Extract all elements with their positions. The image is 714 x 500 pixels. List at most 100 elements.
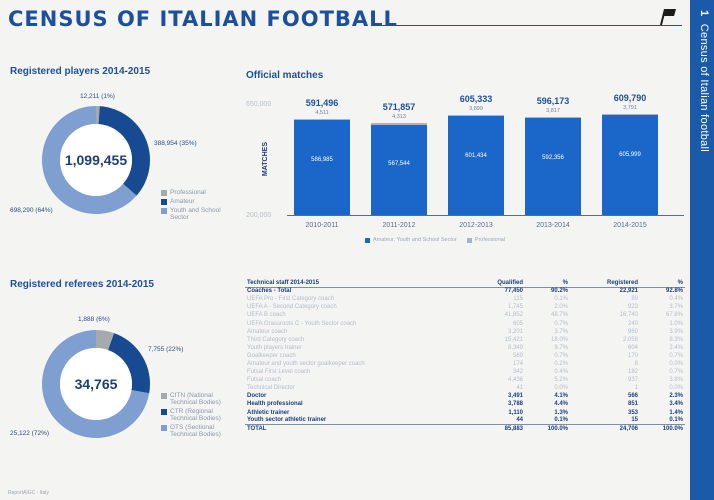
title-rule (382, 25, 682, 26)
table-row: Doctor 3,491 4.1% 566 2.3% (245, 392, 685, 400)
table-cell: 100.0% (640, 424, 685, 433)
table-cell: Futsal First Level coach (247, 369, 311, 376)
table-cell: 353 (627, 409, 638, 416)
table-cell: 3.4% (669, 401, 683, 408)
table-cell: 569 (512, 352, 523, 359)
table-cell: 77,450 (504, 288, 523, 295)
table-cell: 0.0% (669, 385, 683, 392)
side-label: 1 Census of Italian football (698, 10, 710, 152)
table-cell: 0.7% (669, 369, 683, 376)
y-tick-top: 650,000 (246, 101, 272, 108)
page-footer: ReportAIGC · Italy (8, 490, 49, 496)
table-cell: 0.1% (669, 417, 683, 424)
table-cell: 8 (634, 360, 638, 367)
table-cell: 67.8% (665, 312, 683, 319)
bar-professional-label: 3,899 (469, 106, 483, 113)
table-cell: 2.3% (669, 393, 683, 400)
side-title: Census of Italian football (698, 23, 710, 153)
referees-legend: CITN (National Technical Bodies) CTR (Re… (161, 392, 231, 440)
players-total: 1,099,455 (64, 152, 128, 168)
players-center (60, 124, 132, 196)
table-cell: 1.4% (669, 409, 683, 416)
table-cell: 604 (627, 344, 638, 351)
legend-item: CITN (National Technical Bodies) (161, 392, 231, 406)
table-cell: 0.0% (669, 360, 683, 367)
referees-total: 34,765 (74, 376, 118, 392)
legend-swatch (161, 393, 167, 399)
column-header: Qualified (445, 279, 525, 288)
bar-professional-2012-2013 (448, 115, 504, 117)
x-tick-label: 2013-2014 (536, 222, 570, 229)
bar-amateur-label: 586,985 (311, 156, 333, 163)
table-cell: 170 (627, 352, 638, 359)
legend-item: Amateur (161, 198, 221, 205)
table-cell: 5.2% (554, 377, 568, 384)
legend-label: Youth and School Sector (170, 207, 221, 221)
table-cell: 2.4% (669, 344, 683, 351)
table-cell: 240 (627, 320, 638, 327)
table-cell: Doctor (247, 393, 267, 400)
page-title: CENSUS OF ITALIAN FOOTBALL (8, 7, 398, 31)
bar-total-label: 605,333 (459, 94, 493, 105)
table-cell: 851 (627, 401, 638, 408)
legend-item: CTR (Regional Technical Bodies) (161, 408, 231, 422)
bar-professional-label: 4,313 (392, 114, 406, 121)
table-cell: 89 (631, 296, 638, 303)
bar-total-label: 596,173 (536, 96, 570, 107)
table-cell: 605 (512, 320, 523, 327)
table-cell: Health professional (247, 401, 303, 408)
table-cell: Athletic trainer (247, 409, 290, 416)
table-cell: 92.8% (665, 288, 683, 295)
table-cell: 0.0% (554, 385, 568, 392)
referees-slice-0 (96, 330, 115, 351)
bar-professional-label: 4,511 (315, 109, 329, 116)
table-cell: 2.0% (554, 304, 568, 311)
table-cell: 1.0% (669, 320, 683, 327)
bar-total-label: 609,790 (613, 93, 647, 103)
table-cell: UEFA Pro - First Category coach (247, 296, 335, 303)
table-cell: 115 (513, 296, 523, 303)
bar-amateur-2010-2011 (294, 119, 350, 216)
table-cell: 3.9% (669, 328, 683, 335)
table-cell: 0.7% (554, 320, 568, 327)
table-cell: Futsal coach (247, 377, 282, 384)
table-cell: 1.3% (554, 409, 568, 416)
table-cell: 342 (512, 369, 523, 376)
table-cell: 923 (627, 304, 638, 311)
column-header: Registered (570, 279, 640, 288)
legend-item: Amateur, Youth and School Sector (365, 237, 457, 243)
table-row: Technical Director 41 0.0% 1 0.0% (245, 384, 685, 392)
referees-label-ctr: 7,755 (22%) (148, 346, 184, 353)
bar-amateur-label: 601,434 (465, 153, 487, 160)
table-cell: 41 (516, 385, 523, 392)
table-cell: 0.7% (554, 352, 568, 359)
table-cell: 174 (512, 360, 523, 367)
table-cell: 16,740 (619, 312, 638, 319)
matches-title: Official matches (246, 70, 324, 81)
x-tick-label: 2012-2013 (459, 222, 493, 229)
table-cell: 566 (627, 393, 638, 400)
bar-professional-2013-2014 (525, 117, 581, 119)
table-cell: 8,349 (507, 344, 523, 351)
table-row: Coaches - Total 77,450 90.2% 22,921 92.8% (245, 287, 685, 295)
table-cell: 4.4% (554, 401, 568, 408)
legend-swatch (161, 425, 167, 431)
players-label-youth: 698,290 (64%) (10, 207, 53, 214)
matches-legend: Amateur, Youth and School Sector Profess… (365, 237, 505, 243)
legend-item: Youth and School Sector (161, 207, 221, 221)
matches-y-label: MATCHES (262, 142, 269, 177)
table-row: UEFA A - Second Category coach 1,745 2.0% 9… (245, 303, 685, 311)
table-cell: 182 (627, 369, 638, 376)
table-cell: 4,436 (507, 377, 523, 384)
table-cell: 100.0% (525, 424, 570, 433)
x-tick-label: 2010-2011 (305, 222, 339, 229)
legend-swatch (365, 237, 370, 243)
y-tick-bottom: 200,000 (246, 212, 272, 219)
table-cell: Third Category coach (247, 336, 305, 343)
referees-title: Registered referees 2014-2015 (10, 279, 154, 290)
table-row: UEFA Grassroots C - Youth Sector coach 60… (245, 319, 685, 327)
bar-amateur-2014-2015 (602, 114, 658, 216)
table-cell: Technical Director (247, 385, 295, 392)
table-cell: 8.3% (669, 336, 683, 343)
x-tick-label: 2014-2015 (613, 222, 647, 229)
